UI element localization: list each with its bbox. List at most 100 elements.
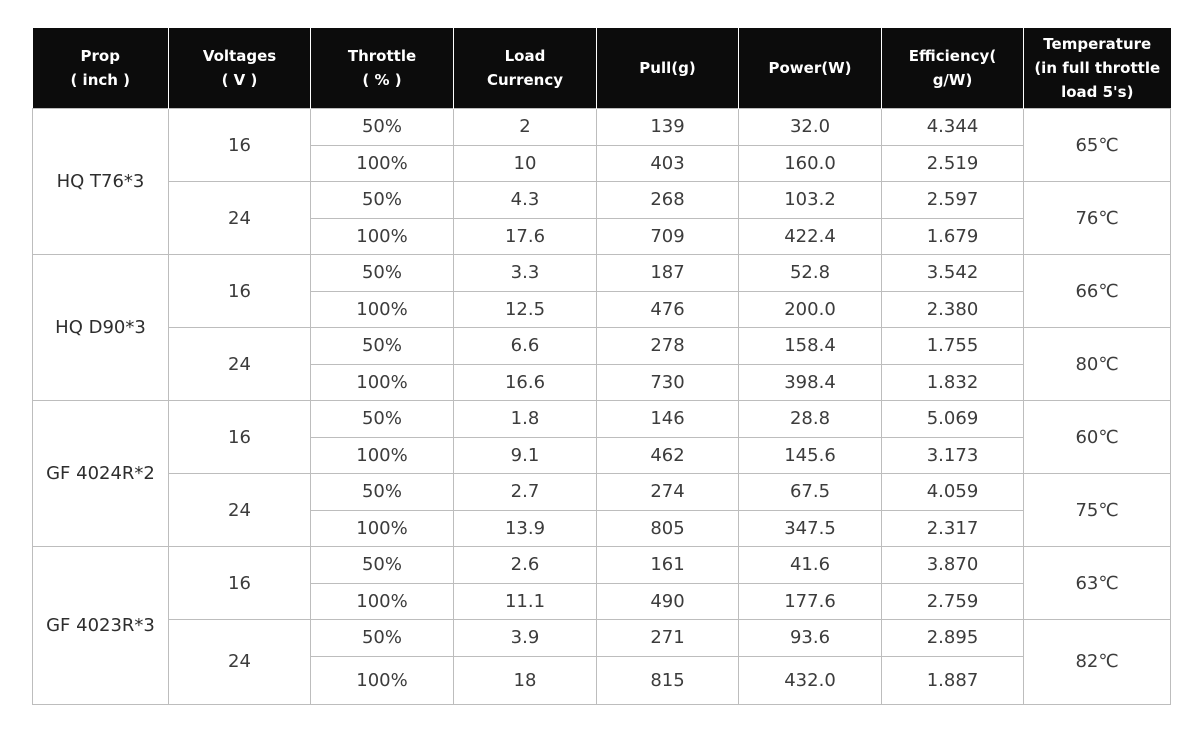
power-cell: 177.6 bbox=[738, 582, 882, 620]
power-cell: 432.0 bbox=[738, 655, 882, 705]
power-cell: 398.4 bbox=[738, 363, 882, 401]
pull-cell: 274 bbox=[596, 473, 739, 511]
pull-cell: 462 bbox=[596, 436, 739, 474]
table-row: 24 50% 4.3 268 103.2 2.597 76℃ bbox=[33, 181, 1171, 255]
temperature-cell: 76℃ bbox=[1023, 181, 1171, 255]
temperature-cell: 63℃ bbox=[1023, 546, 1171, 620]
table-row: HQ D90*3 16 50% 3.3 187 52.8 3.542 66℃ bbox=[32, 254, 1171, 401]
throttle-cell: 50% bbox=[310, 546, 454, 584]
header-voltages: Voltages ( V ) bbox=[168, 28, 311, 109]
load-cell: 13.9 bbox=[453, 509, 597, 547]
load-cell: 3.9 bbox=[453, 619, 597, 657]
power-cell: 32.0 bbox=[738, 108, 882, 146]
throttle-cell: 100% bbox=[310, 582, 454, 620]
throttle-cell: 100% bbox=[310, 144, 454, 182]
pull-cell: 161 bbox=[596, 546, 739, 584]
power-cell: 158.4 bbox=[738, 327, 882, 365]
temperature-cell: 75℃ bbox=[1023, 473, 1171, 547]
table-row: 100% 10 403 160.0 2.519 bbox=[33, 144, 1171, 182]
throttle-cell: 100% bbox=[310, 655, 454, 705]
efficiency-cell: 4.344 bbox=[881, 108, 1024, 146]
power-cell: 160.0 bbox=[738, 144, 882, 182]
efficiency-cell: 4.059 bbox=[881, 473, 1024, 511]
table-row: HQ T76*3 16 50% 2 139 32.0 4.344 65℃ bbox=[32, 108, 1171, 255]
throttle-cell: 50% bbox=[310, 619, 454, 657]
pull-cell: 268 bbox=[596, 181, 739, 219]
temperature-cell: 65℃ bbox=[1023, 108, 1171, 182]
throttle-cell: 50% bbox=[310, 108, 454, 146]
load-cell: 18 bbox=[453, 655, 597, 705]
table-row: GF 4024R*2 16 50% 1.8 146 28.8 5.069 60℃ bbox=[32, 400, 1171, 547]
voltage-cell: 24 bbox=[168, 327, 311, 401]
header-power: Power(W) bbox=[738, 28, 882, 109]
power-cell: 103.2 bbox=[738, 181, 882, 219]
power-cell: 93.6 bbox=[738, 619, 882, 657]
throttle-cell: 50% bbox=[310, 327, 454, 365]
table-row: 100% 16.6 730 398.4 1.832 bbox=[33, 363, 1171, 401]
header-throttle: Throttle ( % ) bbox=[310, 28, 454, 109]
power-cell: 200.0 bbox=[738, 290, 882, 328]
prop-cell: GF 4023R*3 bbox=[32, 546, 169, 705]
power-cell: 347.5 bbox=[738, 509, 882, 547]
pull-cell: 709 bbox=[596, 217, 739, 255]
header-efficiency: Efficiency( g/W) bbox=[881, 28, 1024, 109]
load-cell: 3.3 bbox=[453, 254, 597, 292]
load-cell: 2.7 bbox=[453, 473, 597, 511]
table-row: 24 50% 6.6 278 158.4 1.755 80℃ bbox=[33, 327, 1171, 401]
efficiency-cell: 1.832 bbox=[881, 363, 1024, 401]
efficiency-cell: 2.895 bbox=[881, 619, 1024, 657]
power-cell: 41.6 bbox=[738, 546, 882, 584]
table-row: 100% 17.6 709 422.4 1.679 bbox=[33, 217, 1171, 255]
voltage-cell: 16 bbox=[168, 400, 311, 474]
temperature-cell: 82℃ bbox=[1023, 619, 1171, 705]
pull-cell: 403 bbox=[596, 144, 739, 182]
pull-cell: 490 bbox=[596, 582, 739, 620]
pull-cell: 278 bbox=[596, 327, 739, 365]
efficiency-cell: 1.755 bbox=[881, 327, 1024, 365]
table-row: GF 4023R*3 16 50% 2.6 161 41.6 3.870 63℃ bbox=[32, 546, 1171, 705]
power-cell: 52.8 bbox=[738, 254, 882, 292]
table-row: 24 50% 3.9 271 93.6 2.895 82℃ bbox=[33, 619, 1171, 705]
throttle-cell: 50% bbox=[310, 400, 454, 438]
load-cell: 10 bbox=[453, 144, 597, 182]
table-row: 100% 9.1 462 145.6 3.173 bbox=[33, 436, 1171, 474]
pull-cell: 476 bbox=[596, 290, 739, 328]
header-row: Prop ( inch ) Voltages ( V ) Throttle ( … bbox=[32, 28, 1171, 109]
load-cell: 6.6 bbox=[453, 327, 597, 365]
throttle-cell: 100% bbox=[310, 290, 454, 328]
throttle-cell: 100% bbox=[310, 436, 454, 474]
efficiency-cell: 3.173 bbox=[881, 436, 1024, 474]
table-row: 100% 13.9 805 347.5 2.317 bbox=[33, 509, 1171, 547]
throttle-cell: 50% bbox=[310, 473, 454, 511]
load-cell: 9.1 bbox=[453, 436, 597, 474]
efficiency-cell: 1.679 bbox=[881, 217, 1024, 255]
temperature-cell: 66℃ bbox=[1023, 254, 1171, 328]
pull-cell: 730 bbox=[596, 363, 739, 401]
power-cell: 422.4 bbox=[738, 217, 882, 255]
pull-cell: 187 bbox=[596, 254, 739, 292]
efficiency-cell: 3.542 bbox=[881, 254, 1024, 292]
header-temperature: Temperature (in full throttle load 5's) bbox=[1023, 28, 1171, 109]
pull-cell: 271 bbox=[596, 619, 739, 657]
table-row: 100% 18 815 432.0 1.887 bbox=[33, 655, 1171, 705]
voltage-cell: 24 bbox=[168, 473, 311, 547]
load-cell: 17.6 bbox=[453, 217, 597, 255]
power-cell: 67.5 bbox=[738, 473, 882, 511]
load-cell: 2.6 bbox=[453, 546, 597, 584]
voltage-cell: 16 bbox=[168, 254, 311, 328]
prop-cell: HQ D90*3 bbox=[32, 254, 169, 401]
efficiency-cell: 2.759 bbox=[881, 582, 1024, 620]
temperature-cell: 80℃ bbox=[1023, 327, 1171, 401]
table-header: Prop ( inch ) Voltages ( V ) Throttle ( … bbox=[32, 28, 1171, 109]
load-cell: 11.1 bbox=[453, 582, 597, 620]
throttle-cell: 100% bbox=[310, 509, 454, 547]
temperature-cell: 60℃ bbox=[1023, 400, 1171, 474]
prop-cell: GF 4024R*2 bbox=[32, 400, 169, 547]
throttle-cell: 100% bbox=[310, 363, 454, 401]
motor-test-table: Prop ( inch ) Voltages ( V ) Throttle ( … bbox=[32, 28, 1171, 705]
load-cell: 12.5 bbox=[453, 290, 597, 328]
pull-cell: 139 bbox=[596, 108, 739, 146]
throttle-cell: 50% bbox=[310, 181, 454, 219]
header-prop: Prop ( inch ) bbox=[32, 28, 169, 109]
load-cell: 1.8 bbox=[453, 400, 597, 438]
